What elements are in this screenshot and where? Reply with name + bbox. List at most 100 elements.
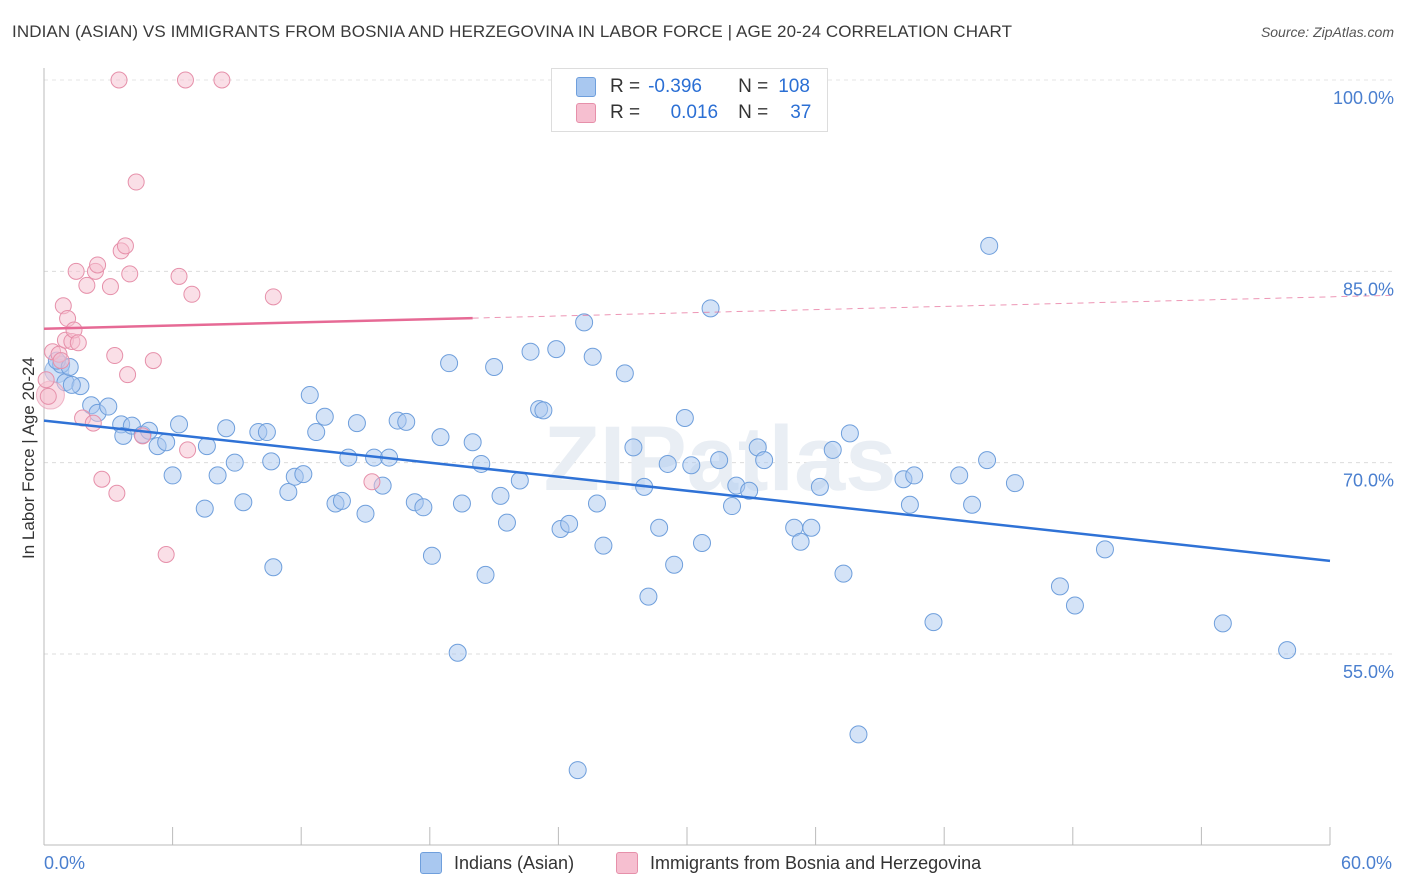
bottom-legend-swatch-pink (616, 852, 638, 874)
bottom-legend-swatch-blue (420, 852, 442, 874)
data-point (37, 371, 55, 389)
data-point (101, 278, 119, 296)
bottom-legend: Indians (Asian) Immigrants from Bosnia a… (0, 852, 1406, 876)
data-point (52, 352, 70, 370)
data-point (179, 441, 197, 459)
data-point (575, 313, 594, 332)
data-point (510, 471, 529, 490)
data-point (127, 173, 145, 191)
data-point (163, 466, 182, 485)
axes (43, 68, 1331, 846)
data-point (802, 518, 821, 537)
trend-line-bosnia-extension (472, 294, 1393, 319)
data-point (448, 643, 467, 662)
data-point (740, 481, 759, 500)
data-point (84, 414, 102, 432)
data-point (225, 453, 244, 472)
data-point (675, 409, 694, 428)
data-point (693, 534, 712, 553)
legend-n-label: N = (738, 102, 769, 123)
gridlines (44, 79, 1392, 655)
data-point (534, 401, 553, 420)
data-point (701, 299, 720, 318)
data-point (89, 256, 107, 274)
legend-n-value: 108 (778, 76, 810, 97)
data-point (195, 499, 214, 518)
data-point (568, 761, 587, 780)
data-point (257, 423, 276, 442)
legend-r-label: R = (610, 102, 641, 123)
data-point (452, 494, 471, 513)
legend-r-value: 0.016 (670, 102, 719, 123)
series-bosnia-points (35, 71, 381, 564)
series-indians-points (44, 236, 1297, 780)
data-point (414, 498, 433, 517)
y-tick-label: 70.0% (1343, 471, 1394, 491)
data-point (497, 513, 516, 532)
data-point (924, 613, 943, 632)
data-point (422, 546, 441, 565)
y-axis-label: In Labor Force | Age 20-24 (19, 357, 38, 559)
data-point (363, 473, 381, 491)
data-point (624, 438, 643, 457)
data-point (339, 448, 358, 467)
trend-line-bosnia (43, 316, 473, 330)
data-point (144, 352, 162, 370)
data-point (950, 466, 969, 485)
data-point (583, 347, 602, 366)
x-tick-label: 60.0% (1341, 853, 1392, 873)
data-point (157, 433, 176, 452)
data-point (279, 483, 298, 502)
data-point (217, 419, 236, 438)
data-point (665, 555, 684, 574)
data-point (1065, 596, 1084, 615)
legend-r-value: -0.396 (648, 76, 702, 97)
data-point (294, 465, 313, 484)
data-point (110, 71, 128, 89)
y-tick-label: 55.0% (1343, 662, 1394, 682)
data-point (547, 340, 566, 359)
data-point (521, 342, 540, 361)
data-point (658, 454, 677, 473)
legend-row-indians: R = -0.396 N = 108 (576, 76, 810, 98)
data-point (170, 415, 189, 434)
data-point (963, 495, 982, 514)
data-point (315, 407, 334, 426)
data-point (264, 558, 283, 577)
legend-n-label: N = (738, 76, 769, 97)
y-tick-label: 85.0% (1343, 279, 1394, 299)
trend-lines (43, 294, 1393, 563)
data-point (93, 470, 111, 488)
legend-r-label: R = (610, 76, 641, 97)
data-point (347, 414, 366, 433)
bottom-legend-bosnia: Immigrants from Bosnia and Herzegovina (616, 852, 981, 874)
data-point (587, 494, 606, 513)
data-point (491, 486, 510, 505)
data-point (78, 276, 96, 294)
data-point (682, 456, 701, 475)
data-point (170, 267, 188, 285)
data-point (1050, 577, 1069, 596)
data-point (823, 440, 842, 459)
data-point (264, 288, 282, 306)
trend-line-indians (43, 419, 1331, 563)
data-point (213, 71, 231, 89)
data-point (639, 587, 658, 606)
data-point (594, 536, 613, 555)
source-label: Source: ZipAtlas.com (1260, 24, 1394, 40)
tick-labels: 55.0% 70.0% 85.0% 100.0% 0.0% 60.0% (44, 88, 1394, 873)
legend-swatch-blue (576, 77, 596, 97)
legend-n-value: 37 (790, 102, 812, 123)
data-point (980, 236, 999, 255)
data-point (900, 495, 919, 514)
data-point (121, 265, 139, 283)
data-point (99, 397, 118, 416)
legend-row-bosnia: R = 0.016 N = 37 (576, 102, 811, 124)
data-point (1278, 641, 1297, 660)
data-point (157, 546, 175, 564)
data-point (332, 491, 351, 510)
data-point (234, 493, 253, 512)
data-point (307, 423, 326, 442)
x-tick-label: 0.0% (44, 853, 85, 873)
